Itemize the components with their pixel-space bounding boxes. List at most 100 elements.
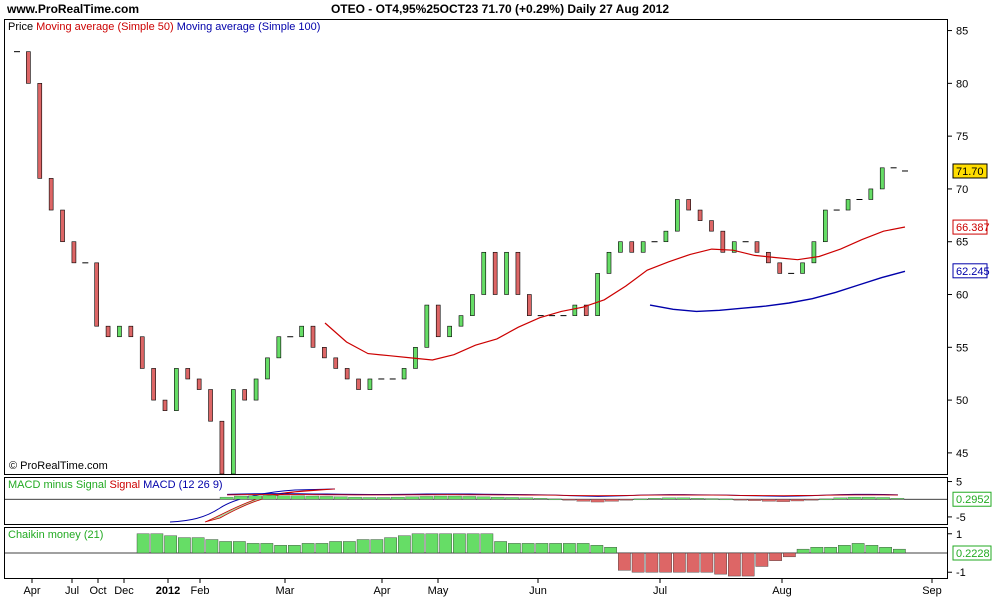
price-y-tick-label: 85 [956, 26, 968, 38]
price-candle [94, 262, 99, 327]
chaikin-bar [439, 533, 452, 554]
chaikin-bar [535, 543, 549, 554]
chaikin-panel[interactable]: Chaikin money (21) [4, 527, 948, 579]
chaikin-bar [590, 545, 604, 554]
price-candle [504, 251, 509, 295]
price-candle [344, 368, 350, 380]
price-candle [242, 389, 247, 401]
chaikin-bar [466, 533, 480, 554]
chaikin-bar [783, 552, 796, 558]
price-candle [663, 230, 669, 243]
macd-panel[interactable]: MACD minus Signal Signal MACD (12 26 9) [4, 477, 948, 525]
chaikin-bar [260, 543, 274, 554]
price-candle [709, 220, 714, 232]
price-candle [231, 389, 236, 474]
price-candle [447, 325, 452, 338]
legend-ma100: Moving average (Simple 100) [176, 21, 321, 33]
macd-bar [819, 498, 833, 501]
chaikin-bar [673, 552, 686, 573]
price-candle [322, 347, 327, 359]
macd-bar [405, 496, 419, 500]
macd-bar [248, 495, 262, 500]
x-tick-label: Feb [191, 585, 210, 597]
price-candle [572, 304, 578, 316]
chaikin-bar [893, 548, 906, 554]
x-tick-label: Oct [89, 585, 106, 597]
chaikin-plot[interactable] [5, 528, 947, 578]
price-candle [458, 315, 464, 327]
site-name[interactable]: www.ProRealTime.com [7, 2, 140, 16]
price-candle [435, 304, 441, 338]
chaikin-bar [755, 552, 769, 567]
chaikin-bar [453, 533, 466, 554]
chaikin-bar [233, 541, 246, 554]
price-candle [777, 262, 783, 274]
macd-bar [490, 496, 505, 500]
chart-header: www.ProRealTime.com OTEO - OT4,95%25OCT2… [0, 0, 1000, 19]
price-candle [253, 378, 259, 401]
price-candle [800, 262, 805, 274]
chaikin-bar [521, 543, 535, 554]
price-candle [367, 378, 373, 390]
chaikin-bar [398, 535, 411, 554]
price-candle [675, 199, 680, 232]
chaikin-bar [631, 552, 645, 573]
x-tick-label: Jul [653, 585, 667, 597]
chaikin-bar [205, 539, 219, 554]
ma100-tag-box [952, 263, 988, 279]
macd-y-tick-label: 5 [956, 477, 962, 489]
macd-bar [876, 497, 890, 500]
price-candle [868, 188, 874, 200]
chaikin-bar [659, 552, 672, 573]
macd-bar [790, 499, 805, 502]
price-candle [208, 389, 213, 422]
chaikin-bar [563, 543, 576, 554]
price-candle [823, 209, 828, 243]
price-panel[interactable]: Price Moving average (Simple 50) Moving … [4, 19, 948, 475]
price-candle [845, 199, 851, 211]
macd-value: 0.2952 [956, 494, 990, 506]
price-legend: Price Moving average (Simple 50) Moving … [8, 21, 320, 33]
price-candle [37, 83, 43, 179]
chaikin-bar [851, 543, 865, 554]
chaikin-bar [879, 547, 892, 554]
price-candle [333, 357, 339, 369]
x-tick-label: Sep [922, 585, 942, 597]
price-candle [128, 325, 134, 338]
chaikin-legend: Chaikin money (21) [8, 529, 103, 541]
ma50-tag-box [952, 219, 988, 235]
price-candle [470, 294, 475, 316]
chaikin-bar [494, 541, 507, 554]
chaikin-bar [838, 545, 851, 554]
macd-bar [262, 495, 277, 500]
macd-plot[interactable] [5, 478, 947, 524]
chaikin-bar [824, 547, 837, 554]
macd-legend: MACD minus Signal Signal MACD (12 26 9) [8, 479, 223, 491]
price-candle [606, 251, 612, 274]
price-y-tick-label: 50 [956, 395, 968, 407]
chaikin-bar [480, 533, 494, 554]
chaikin-bar [549, 543, 562, 554]
price-y-tick-label: 60 [956, 290, 968, 302]
chaikin-bar [384, 537, 397, 554]
chaikin-bar [645, 552, 659, 573]
chaikin-bar [618, 552, 631, 571]
chaikin-bar [604, 547, 617, 554]
macd-bar [747, 499, 762, 501]
price-candle [629, 241, 635, 253]
price-candle [583, 304, 589, 316]
macd-bar [776, 499, 790, 502]
chaikin-bar [741, 552, 755, 577]
macd-bar [833, 497, 848, 500]
chaikin-bar [769, 552, 782, 561]
chaikin-bar [425, 533, 439, 554]
price-candle [424, 304, 430, 348]
price-candle [618, 241, 623, 253]
macd-bar [590, 499, 605, 503]
macd-bar [548, 498, 562, 501]
price-y-tick-label: 80 [956, 78, 968, 90]
chaikin-bar [329, 541, 342, 554]
chaikin-bar [191, 537, 205, 554]
price-plot[interactable] [5, 20, 947, 474]
x-tick-label: Dec [114, 585, 134, 597]
